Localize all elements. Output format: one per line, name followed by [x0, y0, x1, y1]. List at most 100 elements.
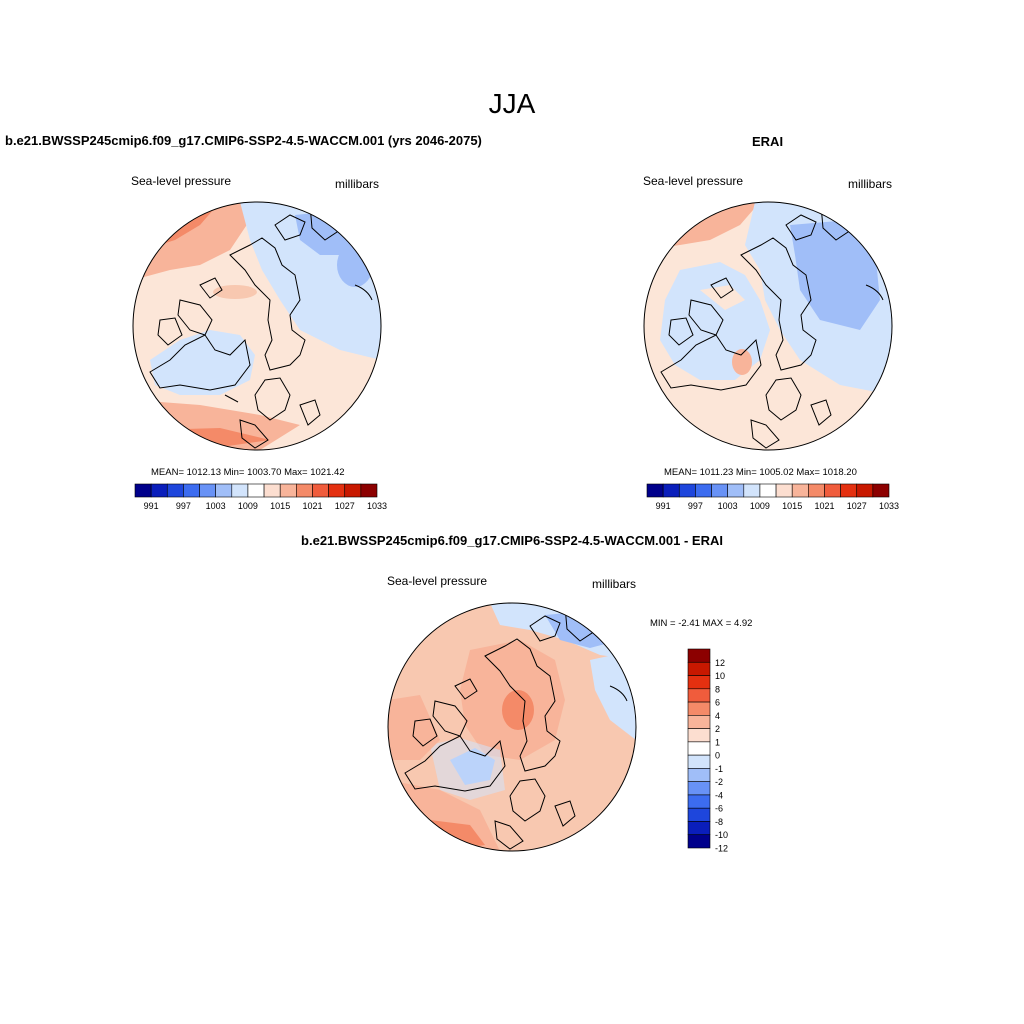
diff-colorbar-tick-label: 1 — [715, 737, 720, 747]
model-colorbar-box — [150, 483, 168, 498]
diff-colorbar-tick-label: 12 — [715, 658, 725, 668]
diff-panel-title: b.e21.BWSSP245cmip6.f09_g17.CMIP6-SSP2-4… — [301, 533, 723, 548]
model-colorbar-tick-label: 1033 — [367, 501, 387, 511]
diff-colorbar-box — [687, 701, 711, 716]
obs-stats: MEAN= 1011.23 Min= 1005.02 Max= 1018.20 — [664, 467, 857, 478]
obs-colorbar-tick-label: 1021 — [814, 501, 834, 511]
diff-colorbar-box — [687, 834, 711, 849]
diff-units-label: millibars — [592, 577, 637, 591]
diff-colorbar-box — [687, 661, 711, 676]
model-colorbar-box — [247, 483, 265, 498]
obs-colorbar-tick-label: 1015 — [782, 501, 802, 511]
model-colorbar-box — [231, 483, 249, 498]
obs-colorbar-tick-label: 991 — [656, 501, 671, 511]
model-colorbar-box — [344, 483, 362, 498]
diff-colorbar-tick-label: -8 — [715, 817, 723, 827]
model-stats: MEAN= 1012.13 Min= 1003.70 Max= 1021.42 — [151, 467, 345, 478]
model-colorbar-tick-label: 1027 — [335, 501, 355, 511]
obs-colorbar-box — [791, 483, 809, 498]
model-units-label: millibars — [335, 177, 380, 191]
obs-colorbar-box — [646, 483, 664, 498]
obs-colorbar-box — [662, 483, 680, 498]
model-colorbar-box — [215, 483, 233, 498]
diff-stats: MIN = -2.41 MAX = 4.92 — [650, 618, 753, 629]
model-colorbar-box — [166, 483, 184, 498]
diff-colorbar-tick-label: 4 — [715, 711, 720, 721]
obs-panel-title: ERAI — [752, 134, 784, 149]
diff-map-border — [387, 602, 637, 852]
obs-colorbar-box — [872, 483, 890, 498]
model-map — [133, 202, 381, 450]
obs-colorbar-box — [840, 483, 858, 498]
diff-colorbar-tick-label: -2 — [715, 777, 723, 787]
model-colorbar-box — [360, 483, 378, 498]
model-colorbar-tick-label: 1015 — [270, 501, 290, 511]
diff-colorbar-tick-label: 6 — [715, 698, 720, 708]
model-colorbar-box — [199, 483, 216, 498]
obs-colorbar-box — [695, 483, 712, 498]
diff-colorbar-tick-label: 0 — [715, 751, 720, 761]
diff-map — [388, 603, 636, 851]
model-colorbar-tick-label: 1021 — [302, 501, 322, 511]
diff-colorbar-tick-label: -12 — [715, 844, 728, 854]
diff-colorbar-box — [687, 741, 711, 756]
model-colorbar-box — [183, 483, 200, 498]
obs-colorbar-box — [759, 483, 777, 498]
obs-colorbar-tick-label: 1033 — [879, 501, 899, 511]
diff-colorbar-box — [687, 648, 711, 663]
obs-colorbar-box — [743, 483, 761, 498]
model-panel-title: b.e21.BWSSP245cmip6.f09_g17.CMIP6-SSP2-4… — [5, 133, 482, 148]
obs-colorbar-box — [711, 483, 728, 498]
model-colorbar-tick-label: 997 — [176, 501, 191, 511]
model-colorbar-box — [279, 483, 297, 498]
obs-colorbar-tick-label: 1003 — [718, 501, 738, 511]
model-colorbar-tick-label: 1003 — [206, 501, 226, 511]
obs-colorbar: 991 997 1003 1009 1015 1021 1027 1033 — [646, 483, 899, 511]
obs-colorbar-tick-label: 1027 — [847, 501, 867, 511]
diff-colorbar-box — [687, 715, 711, 729]
model-map-border — [132, 201, 382, 451]
model-colorbar-box — [328, 483, 346, 498]
diff-colorbar-tick-label: -6 — [715, 804, 723, 814]
obs-colorbar-box — [678, 483, 696, 498]
diff-colorbar-tick-label: -10 — [715, 830, 728, 840]
diff-colorbar-box — [687, 675, 711, 690]
model-colorbar-box — [312, 483, 329, 498]
diff-colorbar-box — [687, 728, 711, 743]
obs-map-border — [643, 201, 893, 451]
obs-units-label: millibars — [848, 177, 893, 191]
obs-colorbar-tick-label: 997 — [688, 501, 703, 511]
diff-colorbar-tick-label: -1 — [715, 764, 723, 774]
model-colorbar-box — [134, 483, 152, 498]
diff-colorbar-box — [687, 688, 711, 703]
obs-variable-label: Sea-level pressure — [643, 174, 744, 188]
diff-colorbar-tick-label: 10 — [715, 671, 725, 681]
model-colorbar-tick-label: 1009 — [238, 501, 258, 511]
obs-map — [644, 202, 892, 450]
model-coastlines — [149, 204, 373, 449]
model-colorbar: 991 997 1003 1009 1015 1021 1027 1033 — [134, 483, 387, 511]
obs-colorbar-box — [856, 483, 874, 498]
model-variable-label: Sea-level pressure — [131, 174, 232, 188]
model-colorbar-box — [296, 483, 313, 498]
obs-colorbar-box — [824, 483, 841, 498]
diff-colorbar-box — [687, 821, 711, 836]
diff-colorbar-tick-label: -4 — [715, 790, 723, 800]
diff-colorbar-box — [687, 754, 711, 769]
season-title: JJA — [488, 88, 536, 119]
obs-colorbar-box — [808, 483, 825, 498]
diff-colorbar-box — [687, 807, 711, 822]
diff-colorbar-tick-label: 8 — [715, 684, 720, 694]
obs-colorbar-box — [727, 483, 745, 498]
diff-colorbar-box — [687, 781, 711, 796]
model-colorbar-tick-label: 991 — [144, 501, 159, 511]
obs-colorbar-tick-label: 1009 — [750, 501, 770, 511]
diff-colorbar-box — [687, 794, 711, 809]
obs-colorbar-box — [775, 483, 793, 498]
diff-colorbar-tick-label: 2 — [715, 724, 720, 734]
model-colorbar-box — [263, 483, 281, 498]
diff-variable-label: Sea-level pressure — [387, 574, 488, 588]
diff-colorbar-box — [687, 768, 711, 782]
